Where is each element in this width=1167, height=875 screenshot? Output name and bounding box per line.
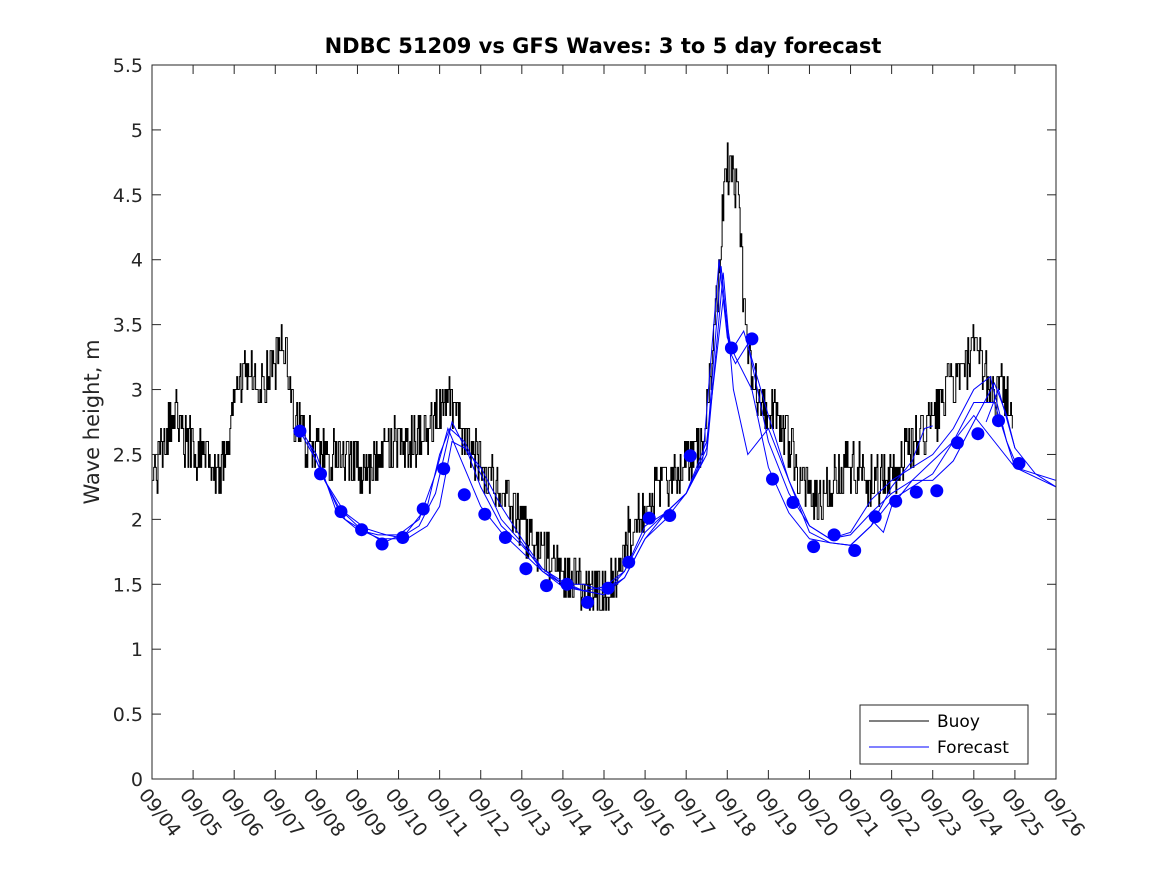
forecast-marker bbox=[1012, 457, 1026, 470]
forecast-marker bbox=[868, 510, 882, 524]
x-tick-label: 09/14 bbox=[545, 785, 596, 842]
forecast-marker bbox=[519, 562, 533, 576]
y-tick-label: 2 bbox=[131, 509, 143, 531]
forecast-marker bbox=[950, 436, 964, 450]
x-tick-label: 09/16 bbox=[627, 785, 678, 842]
forecast-marker bbox=[293, 424, 307, 438]
y-tick-label: 2.5 bbox=[113, 444, 143, 466]
forecast-marker bbox=[416, 502, 430, 516]
x-tick-label: 09/22 bbox=[874, 785, 925, 842]
y-axis-label: Wave height, m bbox=[80, 339, 104, 504]
x-tick-label: 09/20 bbox=[792, 785, 843, 842]
y-tick-label: 5 bbox=[131, 120, 143, 142]
forecast-marker bbox=[334, 505, 348, 519]
x-tick-label: 09/25 bbox=[997, 785, 1048, 842]
forecast-marker bbox=[622, 555, 636, 569]
forecast-series-line bbox=[985, 387, 1056, 488]
x-tick-label: 09/18 bbox=[709, 785, 760, 842]
y-tick-label: 3.5 bbox=[113, 315, 143, 337]
y-tick-label: 4.5 bbox=[113, 185, 143, 207]
y-tick-label: 0.5 bbox=[113, 704, 143, 726]
y-tick-label: 5.5 bbox=[113, 55, 143, 77]
legend-buoy-label: Buoy bbox=[937, 712, 980, 732]
x-tick-label: 09/26 bbox=[1038, 785, 1089, 842]
x-tick-label: 09/10 bbox=[381, 785, 432, 842]
forecast-marker bbox=[930, 484, 944, 498]
forecast-marker bbox=[355, 523, 369, 537]
y-axis: 0 0.5 1 1.5 2 2.5 3 3.5 4 4.5 5 5.5 bbox=[113, 55, 1056, 791]
forecast-marker bbox=[683, 449, 697, 463]
forecast-marker bbox=[560, 577, 574, 591]
forecast-series-line bbox=[324, 272, 933, 592]
forecast-marker bbox=[766, 472, 779, 486]
chart-title: NDBC 51209 vs GFS Waves: 3 to 5 day fore… bbox=[325, 34, 882, 58]
x-tick-label: 09/24 bbox=[956, 785, 1007, 842]
forecast-marker bbox=[992, 414, 1005, 428]
forecast-marker bbox=[375, 537, 389, 551]
y-tick-label: 1 bbox=[131, 639, 143, 661]
x-tick-label: 09/13 bbox=[504, 785, 555, 842]
forecast-marker bbox=[663, 509, 677, 522]
forecast-marker bbox=[786, 496, 800, 509]
forecast-marker bbox=[437, 462, 451, 476]
y-tick-label: 0 bbox=[131, 769, 143, 791]
forecast-marker bbox=[827, 528, 841, 542]
forecast-markers bbox=[293, 332, 1026, 609]
forecast-series-line bbox=[870, 381, 1016, 534]
x-tick-label: 09/07 bbox=[257, 785, 308, 842]
x-tick-label: 09/23 bbox=[915, 785, 966, 842]
x-tick-label: 09/12 bbox=[463, 785, 514, 842]
forecast-marker bbox=[642, 511, 656, 525]
x-tick-label: 09/08 bbox=[298, 785, 349, 842]
forecast-marker bbox=[807, 540, 821, 554]
x-tick-label: 09/05 bbox=[175, 785, 226, 842]
x-tick-label: 09/06 bbox=[216, 785, 267, 842]
forecast-marker bbox=[478, 507, 492, 521]
forecast-marker bbox=[745, 332, 759, 346]
x-tick-label: 09/11 bbox=[422, 785, 473, 842]
forecast-marker bbox=[457, 488, 471, 502]
forecast-marker bbox=[848, 544, 862, 557]
forecast-marker bbox=[498, 531, 512, 544]
y-tick-label: 4 bbox=[131, 250, 143, 272]
forecast-marker bbox=[540, 579, 553, 593]
y-tick-label: 3 bbox=[131, 380, 143, 402]
x-tick-label: 09/09 bbox=[340, 785, 391, 842]
forecast-marker bbox=[909, 485, 923, 499]
x-tick-label: 09/19 bbox=[750, 785, 801, 842]
forecast-marker bbox=[601, 581, 615, 595]
legend-forecast-label: Forecast bbox=[937, 738, 1009, 758]
forecast-marker bbox=[971, 427, 985, 441]
forecast-marker bbox=[396, 531, 410, 544]
forecast-marker bbox=[889, 494, 903, 508]
forecast-marker bbox=[724, 341, 738, 355]
x-tick-label: 09/04 bbox=[134, 785, 185, 842]
y-tick-label: 1.5 bbox=[113, 574, 143, 596]
x-tick-label: 09/17 bbox=[668, 785, 719, 842]
x-tick-label: 09/15 bbox=[586, 785, 637, 842]
forecast-marker bbox=[581, 595, 595, 609]
legend-box bbox=[859, 704, 1029, 765]
legend: Buoy Forecast bbox=[859, 704, 1029, 765]
x-tick-label: 09/21 bbox=[833, 785, 884, 842]
forecast-marker bbox=[314, 467, 327, 481]
